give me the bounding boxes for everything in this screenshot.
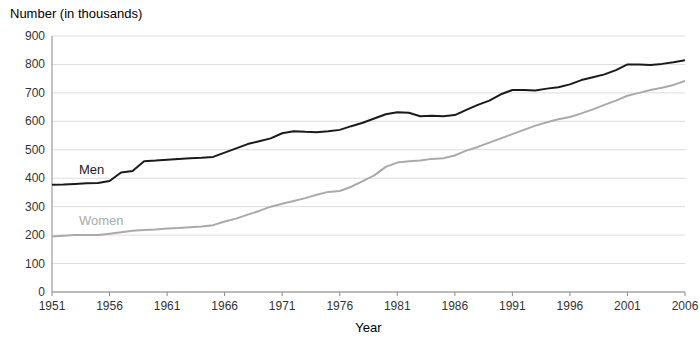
- grid-line: [52, 149, 685, 150]
- x-tick: [52, 292, 53, 296]
- x-tick-label: 2001: [614, 299, 641, 313]
- x-tick: [167, 292, 168, 296]
- y-axis-label: Number (in thousands): [10, 6, 142, 21]
- x-tick-label: 1961: [154, 299, 181, 313]
- grid-line: [52, 36, 685, 37]
- series-line: [52, 81, 685, 237]
- x-tick-label: 1956: [96, 299, 123, 313]
- x-tick: [339, 292, 340, 296]
- grid: [52, 36, 685, 292]
- y-tick-label: 600: [25, 114, 45, 128]
- y-tick-label: 300: [25, 200, 45, 214]
- y-tick-label: 200: [25, 228, 45, 242]
- grid-line: [52, 64, 685, 65]
- x-tick-label: 1986: [441, 299, 468, 313]
- grid-line: [52, 263, 685, 264]
- series-line: [52, 60, 685, 185]
- x-tick: [569, 292, 570, 296]
- x-tick-label: 1996: [557, 299, 584, 313]
- y-tick-label: 900: [25, 29, 45, 43]
- x-tick: [512, 292, 513, 296]
- x-tick-label: 1976: [326, 299, 353, 313]
- x-tick: [685, 292, 686, 296]
- grid-line: [52, 235, 685, 236]
- series-label: Men: [79, 162, 104, 177]
- x-tick-label: 1971: [269, 299, 296, 313]
- plot-area: [52, 60, 685, 236]
- grid-line: [52, 92, 685, 93]
- x-axis: [52, 292, 685, 293]
- grid-line: [52, 206, 685, 207]
- y-tick-label: 500: [25, 143, 45, 157]
- x-tick: [109, 292, 110, 296]
- x-tick-label: 1951: [39, 299, 66, 313]
- x-tick-label: 1991: [499, 299, 526, 313]
- y-tick-label: 800: [25, 57, 45, 71]
- y-tick-label: 400: [25, 171, 45, 185]
- x-tick: [224, 292, 225, 296]
- x-tick: [627, 292, 628, 296]
- x-tick: [397, 292, 398, 296]
- x-tick: [454, 292, 455, 296]
- x-tick: [282, 292, 283, 296]
- y-axis: [52, 36, 53, 292]
- y-tick-label: 100: [25, 257, 45, 271]
- y-tick-label: 700: [25, 86, 45, 100]
- chart: 0 100 200 300 400 500 600 700 800 900 1951 1956 1961…: [0, 0, 700, 340]
- grid-line: [52, 292, 685, 293]
- x-tick-label: 1966: [211, 299, 238, 313]
- x-axis-label: Year: [355, 320, 382, 335]
- y-tick-label: 0: [38, 285, 45, 299]
- x-tick-label: 2006: [672, 299, 699, 313]
- series-label: Women: [79, 213, 124, 228]
- x-tick-label: 1981: [384, 299, 411, 313]
